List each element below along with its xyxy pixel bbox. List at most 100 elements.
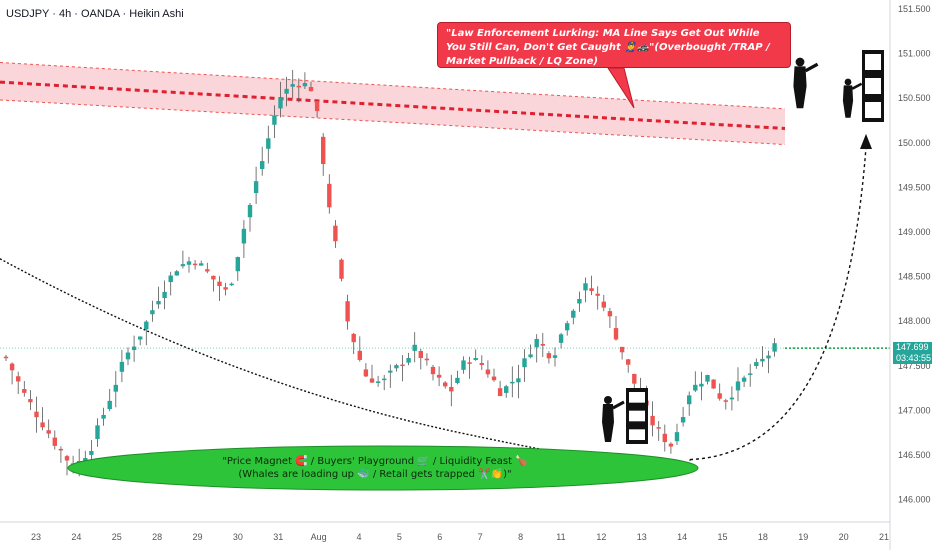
price-tick-label: 146.500: [898, 450, 931, 460]
candle-body: [95, 425, 100, 439]
candle-body: [205, 269, 210, 272]
candle-body: [735, 381, 741, 391]
candle-body: [662, 433, 667, 443]
candle-body: [711, 379, 716, 389]
candle-body: [583, 283, 588, 291]
candle-body: [619, 346, 625, 353]
candle-body: [333, 225, 338, 242]
person-arm: [851, 82, 863, 90]
candle-body: [693, 384, 698, 391]
liquidity-ellipse-shape: [67, 445, 699, 491]
candle-body: [260, 161, 265, 170]
candle-body: [339, 259, 344, 279]
time-tick-label: 6: [437, 532, 442, 542]
candle-body: [479, 363, 484, 365]
projection-curves: [0, 133, 872, 468]
candle-body: [760, 358, 765, 362]
person-body: [842, 85, 854, 118]
candle-body: [34, 411, 39, 418]
price-axis[interactable]: 146.000 146.500 147.000 147.500 148.000 148.5…: [889, 0, 931, 550]
building-window: [865, 54, 881, 70]
projection-curve: [689, 147, 867, 461]
silhouette-figures: [602, 50, 884, 444]
candle-body: [296, 85, 301, 88]
candle-body: [150, 310, 155, 315]
candle-body: [406, 358, 411, 363]
candle-body: [247, 204, 253, 218]
building-window: [629, 392, 645, 403]
candle-body: [668, 443, 674, 447]
candle-body: [363, 369, 369, 377]
candle-body: [650, 415, 655, 426]
candle-body: [125, 352, 131, 360]
time-tick-label: 11: [556, 532, 565, 542]
time-tick-label: 24: [71, 532, 81, 542]
candle-body: [52, 437, 57, 446]
candle-body: [424, 358, 430, 361]
candle-body: [595, 293, 600, 296]
person-head: [795, 57, 805, 67]
police-silhouette: [793, 57, 819, 109]
candle-body: [278, 97, 283, 109]
candle-body: [314, 101, 320, 112]
candle-body: [705, 375, 710, 382]
candle-body: [16, 376, 21, 382]
time-tick-label: 7: [478, 532, 483, 542]
candle-body: [546, 353, 552, 359]
candle-body: [687, 395, 692, 405]
candle-body: [235, 257, 240, 272]
time-tick-label: 14: [677, 532, 687, 542]
candle-body: [613, 328, 619, 340]
person-arm: [804, 62, 819, 73]
time-tick-label: 30: [233, 532, 243, 542]
candle-body: [412, 344, 417, 351]
candle-body: [272, 115, 277, 125]
candle-body: [388, 370, 393, 373]
time-tick-label: 29: [193, 532, 203, 542]
candle-body: [729, 397, 735, 400]
building-window: [629, 429, 645, 440]
candle-body: [64, 456, 70, 461]
candle-body: [436, 374, 442, 378]
candle-body: [766, 355, 771, 359]
candle-body: [491, 376, 497, 381]
candle-body: [308, 86, 314, 92]
candle-body: [162, 291, 167, 299]
person-body: [793, 66, 807, 109]
candle-body: [345, 301, 350, 322]
candle-body: [174, 271, 179, 276]
candle-body: [607, 311, 613, 317]
candle-body: [327, 183, 332, 208]
candle-body: [144, 321, 149, 330]
time-tick-label: 28: [152, 532, 162, 542]
candle-body: [455, 377, 460, 383]
time-tick-label: 19: [798, 532, 808, 542]
liquidity-ellipse: [67, 445, 699, 491]
candle-body: [473, 358, 478, 361]
person-body: [602, 404, 614, 442]
candle-body: [772, 343, 777, 352]
candle-body: [571, 310, 576, 318]
thief-silhouette: [842, 78, 863, 118]
current-price-badge: 147.699 03:43:55: [893, 342, 932, 365]
candle-body: [485, 369, 491, 375]
candle-body: [357, 350, 362, 360]
candle-body: [138, 336, 143, 340]
time-axis[interactable]: 23 24 25 28 29 30 31 Aug 4 5 6 7 8 11 12 13 14 15 18 19 20 21: [0, 521, 890, 542]
zone-top-edge: [0, 61, 786, 110]
candle-body: [58, 448, 64, 451]
candle-body: [284, 88, 289, 94]
candle-body: [443, 382, 448, 387]
price-tick-label: 151.500: [898, 4, 931, 14]
candle-body: [186, 261, 192, 265]
candle-body: [577, 299, 582, 304]
time-tick-label: 5: [397, 532, 402, 542]
time-tick-label: 23: [31, 532, 41, 542]
candle-body: [699, 383, 704, 387]
time-tick-label: 13: [637, 532, 647, 542]
candles: [3, 69, 777, 477]
candle-body: [168, 275, 173, 283]
candle-body: [113, 384, 118, 392]
candle-body: [369, 378, 375, 383]
